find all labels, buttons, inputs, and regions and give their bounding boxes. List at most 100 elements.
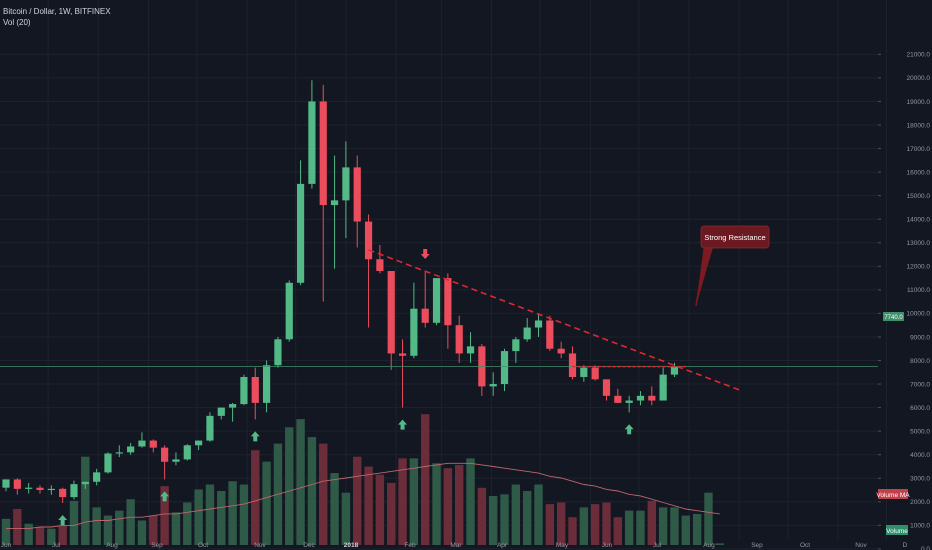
x-tick-label: Aug: [703, 542, 715, 549]
candle-body: [466, 346, 475, 354]
current-price-tag: 7740.0: [883, 312, 904, 321]
candle-body: [455, 325, 463, 354]
candle-body: [568, 353, 577, 377]
x-tick-label: Mar: [450, 542, 462, 549]
volume-bar: [1, 518, 11, 545]
y-tick-label: 3000.0: [910, 476, 930, 483]
y-tick-label: 5000.0: [910, 428, 930, 435]
candle-body: [13, 479, 21, 489]
volume-bar: [228, 481, 237, 545]
candle-body: [489, 384, 497, 387]
candle-body: [512, 339, 520, 352]
candle-body: [546, 320, 554, 349]
x-tick-label: Sep: [151, 542, 163, 549]
x-tick-label: Jul: [653, 542, 662, 549]
volume-bar: [658, 507, 668, 545]
volume-bar: [13, 509, 22, 545]
y-tick-label: 19000.0: [907, 99, 931, 106]
volume-bar: [330, 473, 339, 545]
candle-body: [319, 101, 327, 206]
candle-body: [387, 271, 395, 354]
buy-arrow-icon: [58, 514, 68, 525]
candle-body: [580, 367, 588, 377]
volume-tag: Volume: [886, 525, 908, 535]
y-tick-label: 4000.0: [910, 452, 930, 459]
candle-body: [432, 278, 441, 323]
candle-body: [127, 446, 135, 453]
volume-bar: [364, 466, 373, 545]
x-tick-label: May: [556, 542, 569, 549]
volume-ma-box: [878, 489, 908, 499]
candle-body: [25, 487, 33, 489]
x-tick-label: Jul: [52, 542, 61, 549]
x-tick-label: Nov: [855, 542, 867, 549]
y-tick-label: 15000.0: [907, 193, 931, 200]
volume-bar: [398, 458, 407, 545]
volume-bar: [171, 512, 181, 545]
volume-bar: [534, 484, 543, 545]
volume-bar: [704, 492, 713, 545]
volume-bar: [217, 491, 226, 545]
x-tick-label: Apr: [497, 542, 508, 549]
x-tick-label: Aug: [106, 542, 118, 549]
volume-bar: [115, 510, 124, 545]
volume-label: Volume: [886, 528, 908, 535]
volume-bar: [285, 427, 294, 545]
volume-bar: [681, 515, 690, 545]
volume-bar: [307, 437, 317, 545]
volume-bar: [715, 543, 724, 545]
volume-bar: [341, 492, 351, 545]
volume-ma-polyline: [6, 462, 720, 530]
price-axis[interactable]: 21000.0 20000.0 19000.0 18000.0 17000.0 16000…: [878, 52, 930, 550]
candle-body: [172, 459, 180, 462]
x-tick-label: Oct: [198, 542, 208, 549]
candle-body: [115, 452, 123, 454]
y-tick-label: 21000.0: [907, 52, 931, 59]
callout-box: [700, 225, 770, 249]
candle-body: [534, 320, 543, 328]
x-tick-label: Nov: [254, 542, 266, 549]
y-tick-label: 12000.0: [907, 264, 931, 271]
candle-body: [274, 339, 282, 366]
candle-body: [183, 445, 191, 460]
volume-bar: [24, 523, 33, 545]
x-tick-label: Feb: [404, 542, 416, 549]
trend-lines: [0, 249, 878, 392]
candle-body: [206, 415, 214, 441]
volume-bar: [319, 443, 328, 545]
candle-body: [625, 400, 633, 403]
candle-body: [308, 101, 316, 184]
candle-body: [330, 200, 339, 206]
volume-bar: [579, 507, 589, 545]
x-tick-label: Dec: [303, 542, 315, 549]
volume-bar: [239, 484, 249, 545]
buy-arrow-icon: [160, 491, 170, 502]
volume-bar: [647, 500, 657, 545]
volume-bar: [568, 517, 577, 545]
candle-body: [342, 167, 350, 201]
candle-body: [648, 395, 656, 401]
time-axis[interactable]: Jun Jul Aug Sep Oct Nov Dec 2018 Feb Mar Apr May Jun…: [1, 542, 908, 549]
candle-body: [670, 366, 679, 375]
y-tick-label: 20000.0: [907, 75, 931, 82]
volume-pane: [1, 414, 724, 545]
volume-bar: [443, 468, 453, 545]
volume-bar: [375, 474, 385, 545]
candle-body: [262, 365, 271, 403]
volume-bar: [522, 491, 532, 545]
volume-bar: [69, 500, 79, 545]
volume-bar: [409, 458, 419, 545]
candle-body: [93, 472, 101, 482]
candle-body: [81, 481, 89, 485]
volume-bar: [466, 458, 475, 545]
volume-bar: [160, 486, 169, 545]
y-tick-label: 11000.0: [907, 287, 930, 294]
volume-bar: [58, 525, 67, 545]
candle-body: [500, 351, 509, 385]
volume-box: [886, 525, 908, 535]
volume-bar: [421, 414, 430, 545]
candle-body: [296, 183, 305, 283]
volume-bar: [500, 494, 509, 545]
volume-bar: [477, 487, 487, 545]
